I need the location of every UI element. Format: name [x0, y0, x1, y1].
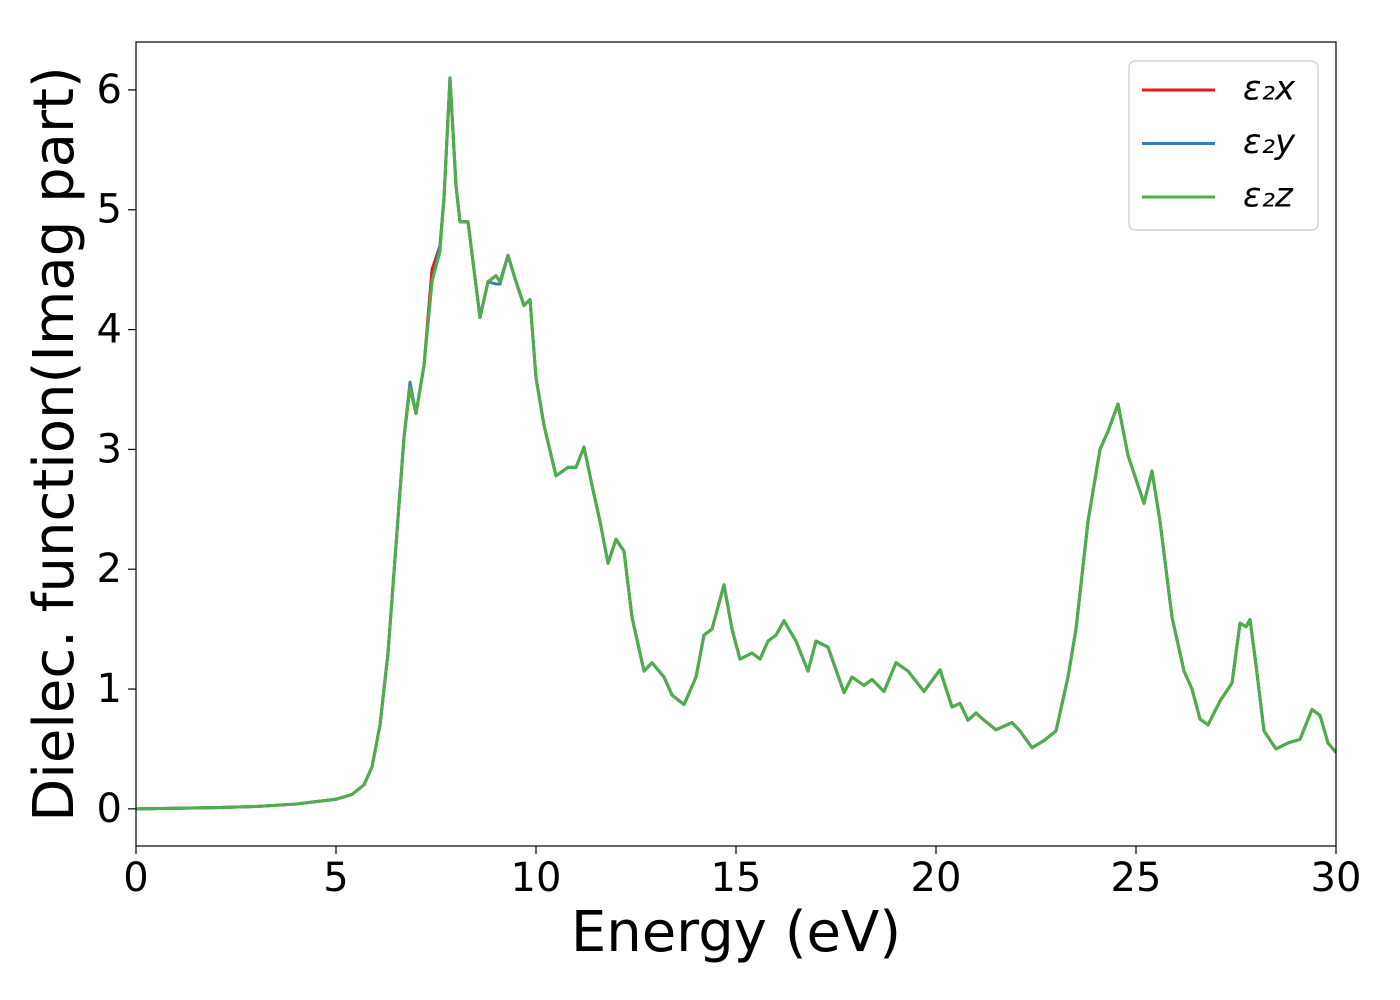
- y-tick-label: 5: [97, 187, 122, 233]
- series-line: [136, 76, 1336, 811]
- legend-box: [1128, 60, 1319, 231]
- x-tick-label: 5: [323, 855, 348, 901]
- y-tick-label: 6: [97, 67, 122, 113]
- x-tick-label: 30: [1311, 855, 1362, 901]
- legend-label: ε₂y: [1243, 122, 1296, 162]
- legend-label: ε₂z: [1243, 176, 1294, 216]
- x-tick-label: 20: [911, 855, 962, 901]
- plot-frame: [135, 41, 1337, 847]
- legend-label: ε₂x: [1243, 69, 1296, 109]
- y-tick-label: 0: [97, 786, 122, 832]
- x-tick-label: 25: [1111, 855, 1162, 901]
- y-axis-label: Dielec. function(Imag part): [22, 66, 87, 822]
- y-tick-label: 1: [97, 666, 122, 712]
- x-axis-label: Energy (eV): [571, 900, 901, 965]
- y-tick-label: 2: [97, 546, 122, 592]
- x-tick-label: 0: [123, 855, 148, 901]
- y-tick-label: 4: [97, 307, 122, 353]
- x-tick-label: 15: [711, 855, 762, 901]
- x-tick-label: 10: [511, 855, 562, 901]
- y-tick-label: 3: [97, 426, 122, 472]
